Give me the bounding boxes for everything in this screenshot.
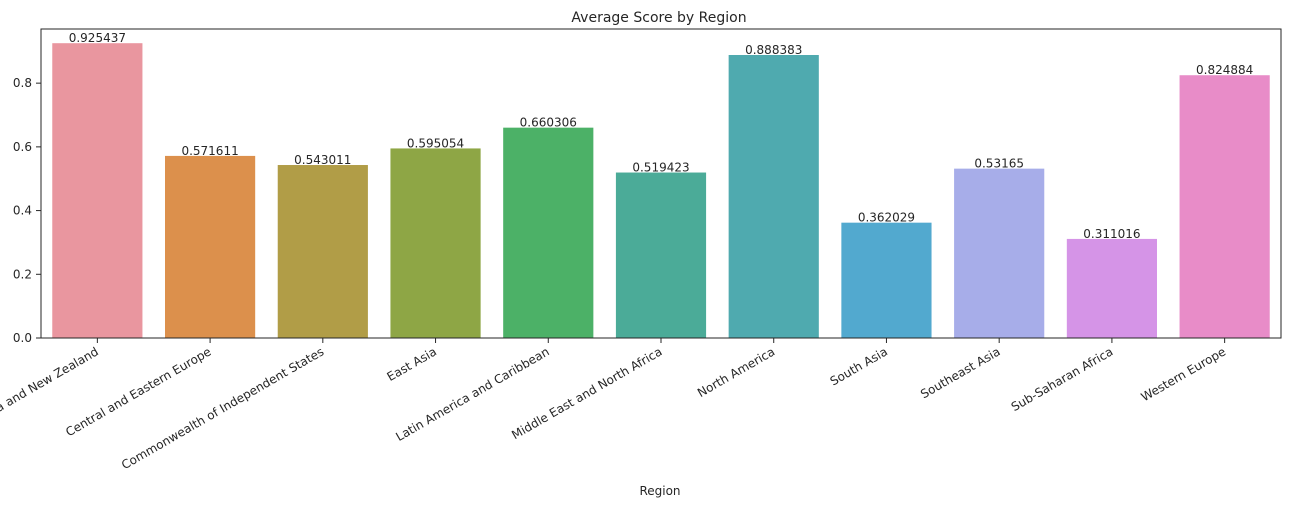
data-label: 0.595054 <box>407 136 464 150</box>
x-tick-label: South Asia <box>828 344 890 388</box>
data-label: 0.53165 <box>974 157 1024 171</box>
y-tick-label: 0.2 <box>13 267 32 281</box>
data-label: 0.571611 <box>181 144 238 158</box>
bar <box>1179 75 1270 338</box>
data-label: 0.362029 <box>858 211 915 225</box>
plot-frame <box>40 28 1282 339</box>
x-tick-label: Sub-Saharan Africa <box>1009 344 1116 414</box>
data-label: 0.888383 <box>745 43 802 57</box>
data-labels-group: 0.925437 0.571611 0.543011 0.595054 0.660306… <box>69 31 1254 241</box>
bar <box>615 172 707 338</box>
x-tick-label: Southeast Asia <box>918 344 1003 401</box>
bar <box>390 148 481 338</box>
y-tick-label: 0.8 <box>13 76 32 90</box>
bar <box>165 155 256 338</box>
bars-group <box>52 43 1270 338</box>
chart-title: Average Score by Region <box>571 10 746 26</box>
x-tick-label: North America <box>695 344 777 400</box>
bar <box>52 43 143 338</box>
y-axis: 0.0 0.2 0.4 0.6 0.8 <box>13 76 41 345</box>
bar <box>728 55 819 338</box>
x-tick-label: Commonwealth of Independent States <box>119 344 326 472</box>
y-tick-label: 0.6 <box>13 140 32 154</box>
bar <box>1066 238 1157 338</box>
data-label: 0.660306 <box>520 116 577 130</box>
y-tick-label: 0.0 <box>13 331 32 345</box>
bar <box>277 165 368 338</box>
bar <box>954 168 1045 338</box>
bar <box>503 127 594 338</box>
x-axis-label: Region <box>639 484 680 498</box>
x-tick-label: Western Europe <box>1139 344 1228 404</box>
data-label: 0.543011 <box>294 153 351 167</box>
data-label: 0.925437 <box>69 31 126 45</box>
data-label: 0.519423 <box>632 161 689 175</box>
data-label: 0.311016 <box>1083 227 1140 241</box>
data-label: 0.824884 <box>1196 63 1253 77</box>
x-tick-label: East Asia <box>385 344 440 384</box>
y-tick-label: 0.4 <box>13 204 32 218</box>
bar <box>841 222 932 338</box>
